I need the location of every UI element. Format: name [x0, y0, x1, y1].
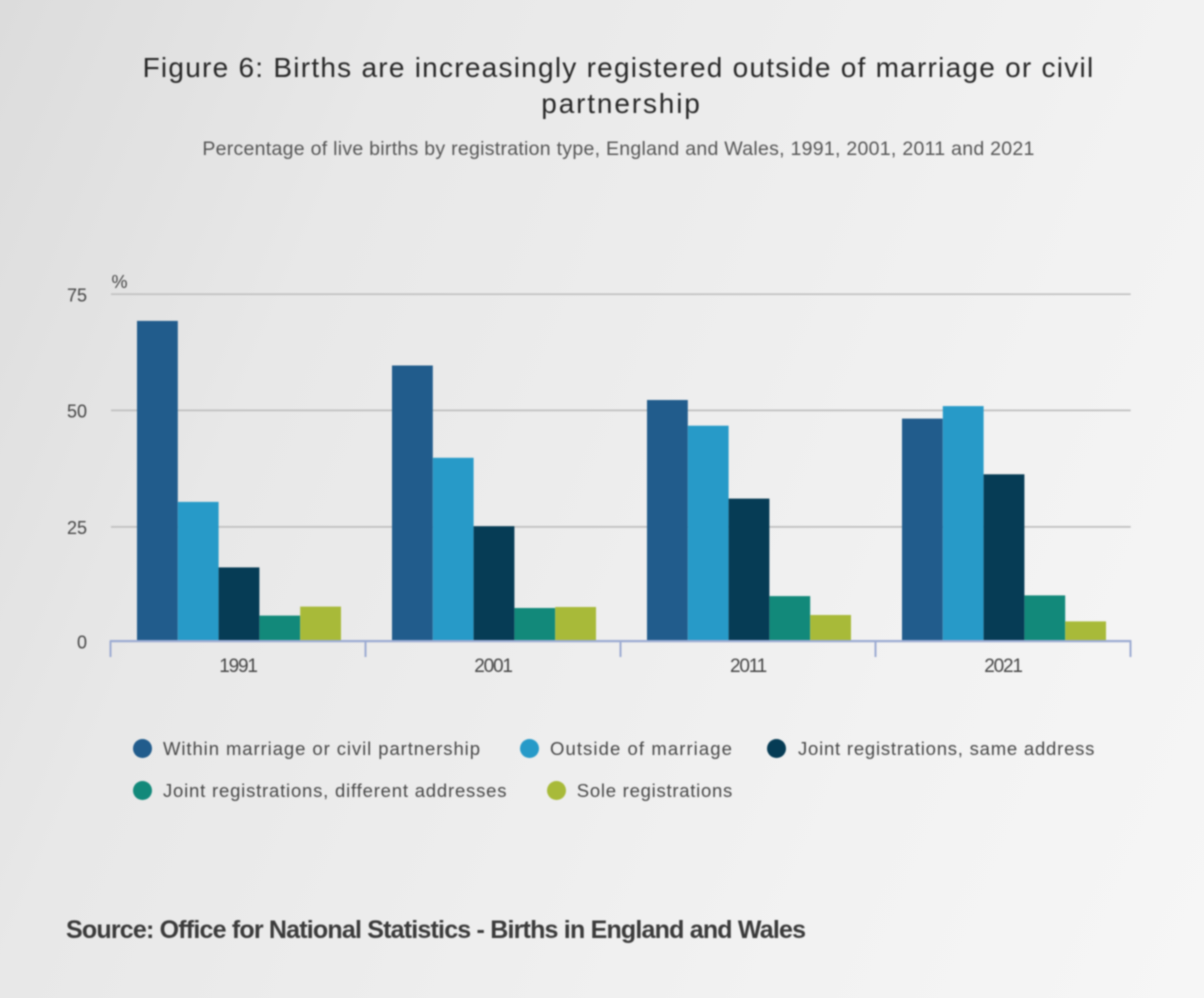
svg-text:2021: 2021	[984, 656, 1022, 677]
svg-text:75: 75	[67, 286, 87, 306]
svg-text:%: %	[112, 272, 128, 292]
svg-text:2001: 2001	[474, 656, 512, 677]
svg-text:50: 50	[67, 402, 87, 422]
svg-text:1991: 1991	[219, 656, 257, 677]
svg-text:2011: 2011	[730, 656, 767, 677]
svg-text:25: 25	[67, 518, 87, 538]
svg-text:0: 0	[77, 632, 87, 652]
